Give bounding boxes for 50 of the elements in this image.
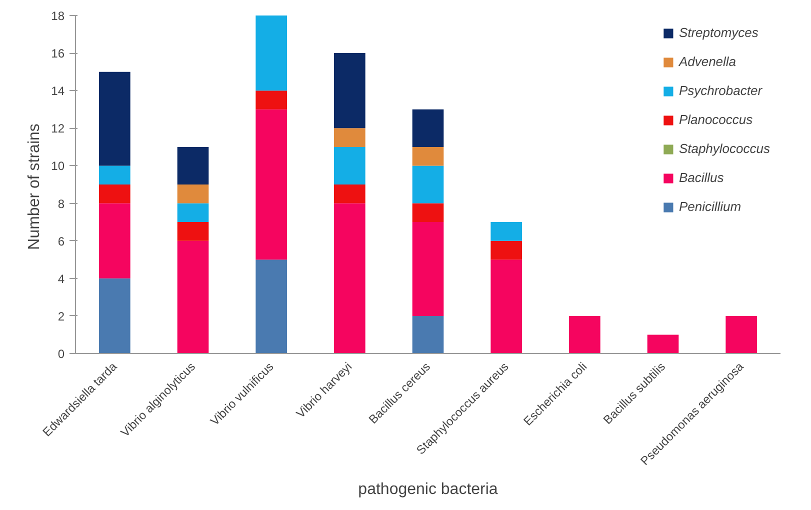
y-tick-label: 2 xyxy=(58,309,65,324)
legend-label: Penicillium xyxy=(678,199,742,214)
legend-label: Advenella xyxy=(678,54,736,69)
y-tick-label: 6 xyxy=(58,234,65,248)
bar xyxy=(177,222,209,241)
bar xyxy=(412,222,444,316)
bar xyxy=(647,334,679,354)
y-tick-label: 14 xyxy=(51,84,65,98)
bar xyxy=(490,240,522,260)
bar xyxy=(412,166,444,204)
bar xyxy=(334,203,366,354)
bar xyxy=(412,146,444,166)
bar xyxy=(99,203,130,278)
y-tick-label: 10 xyxy=(51,159,65,174)
bar xyxy=(412,109,444,147)
legend-label: Bacillus xyxy=(678,170,724,185)
bar xyxy=(99,184,130,204)
bar xyxy=(177,184,209,204)
y-tick-label: 16 xyxy=(51,46,65,61)
legend-label: Streptomyces xyxy=(678,25,758,40)
legend-label: Planococcus xyxy=(678,112,753,127)
bar xyxy=(177,240,209,354)
y-tick-label: 8 xyxy=(58,196,65,211)
legend-label: Staphylococcus xyxy=(678,141,770,156)
bar xyxy=(99,72,130,166)
x-axis-title: pathogenic bacteria xyxy=(358,480,498,498)
bar xyxy=(256,109,287,260)
bar xyxy=(99,166,130,184)
bar xyxy=(99,278,130,354)
bar xyxy=(412,316,444,354)
legend-label: Psychrobacter xyxy=(678,83,762,98)
y-tick-label: 12 xyxy=(51,122,65,136)
bar xyxy=(569,316,600,354)
bar xyxy=(334,53,366,128)
bar xyxy=(490,260,522,354)
bar xyxy=(256,260,287,354)
bar xyxy=(334,146,366,184)
bar xyxy=(490,222,522,241)
bar xyxy=(412,203,444,222)
bar xyxy=(334,184,366,204)
bar xyxy=(726,316,757,354)
bar xyxy=(334,128,366,147)
y-axis-title: Number of strains xyxy=(26,124,44,250)
y-tick-label: 4 xyxy=(58,272,65,286)
bar xyxy=(177,203,209,222)
y-tick-label: 18 xyxy=(51,9,65,23)
bar xyxy=(256,90,287,110)
bar xyxy=(256,16,287,91)
bar xyxy=(177,146,209,184)
y-tick-label: 0 xyxy=(58,347,65,361)
